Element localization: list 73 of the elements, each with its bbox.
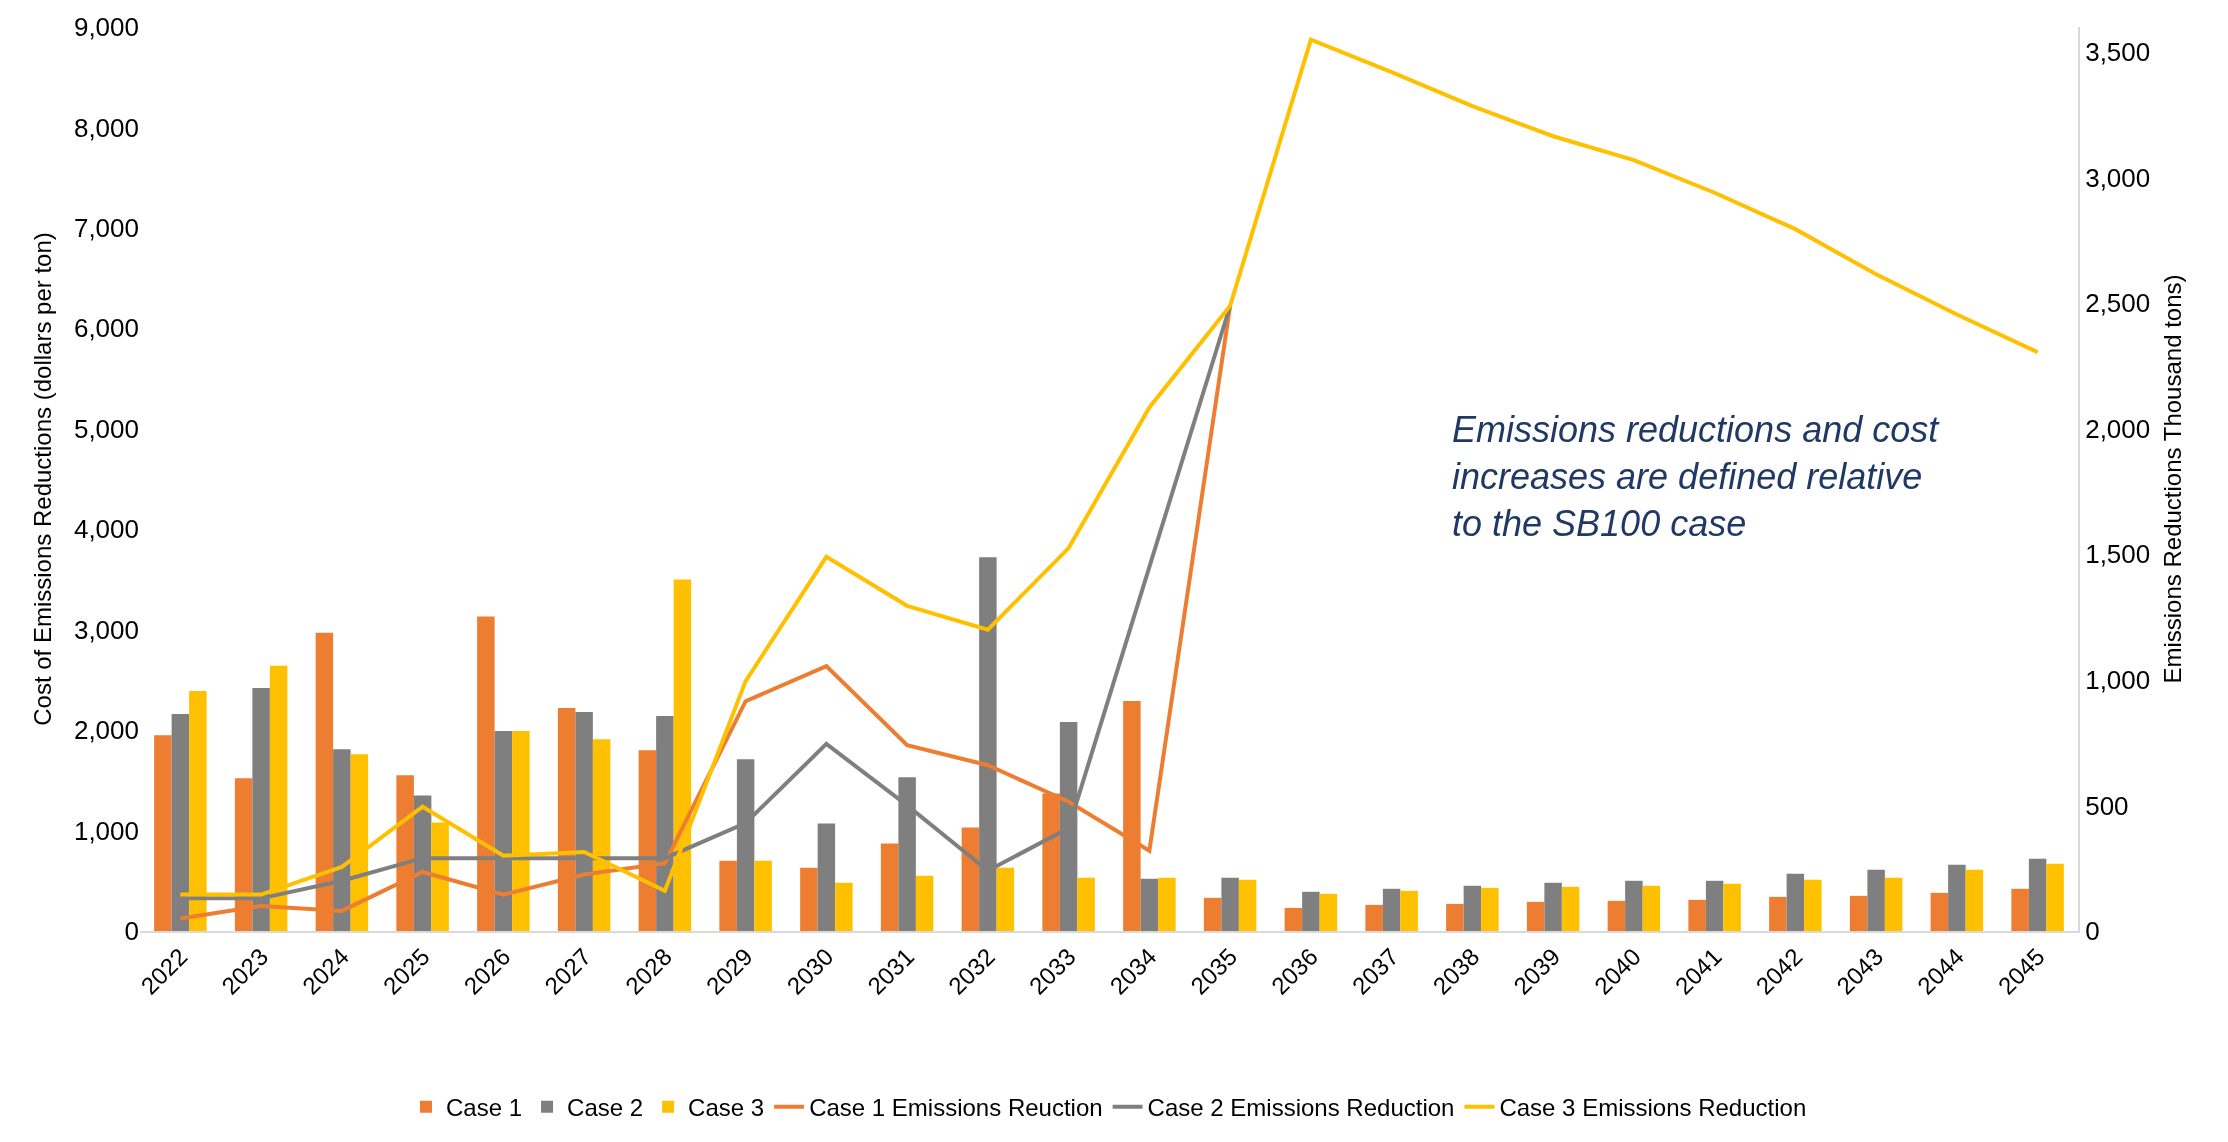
bar (1365, 904, 1383, 931)
bar (2028, 858, 2047, 931)
y2-tick-label: 2,500 (2085, 288, 2151, 319)
legend-label: Case 1 Emissions Reuction (809, 1094, 1103, 1122)
bar (800, 867, 818, 931)
bar (1400, 890, 1418, 931)
y2-tick-label: 0 (2085, 916, 2100, 947)
bar (1140, 878, 1159, 931)
bar (1077, 877, 1095, 931)
bar (1463, 885, 1482, 931)
y-tick-label: 9,000 (73, 12, 139, 43)
bar (1849, 895, 1868, 931)
legend-label: Case 3 Emissions Reduction (1499, 1094, 1807, 1122)
bar (1221, 877, 1239, 931)
bar (1526, 901, 1545, 931)
bar (1723, 883, 1741, 931)
y-tick-label: 2,000 (73, 715, 139, 746)
y-tick-label: 0 (124, 916, 139, 947)
bar (961, 827, 980, 931)
y-tick-label: 8,000 (73, 112, 139, 143)
bar (1561, 886, 1580, 931)
bar (1319, 893, 1338, 931)
bar (1302, 891, 1320, 931)
bar (1867, 869, 1885, 931)
bar (1238, 879, 1257, 931)
legend-label: Case 1 (446, 1094, 523, 1122)
bar (154, 735, 172, 931)
bar (915, 875, 934, 931)
bar (1481, 887, 1499, 931)
bar (996, 867, 1015, 931)
bar (880, 843, 899, 931)
y-tick-label: 7,000 (73, 212, 139, 243)
y2-tick-label: 2,000 (2085, 413, 2151, 444)
bar (2011, 888, 2029, 931)
bar (754, 860, 772, 931)
y-axis-title: Cost of Emissions Reductions (dollars per ton) (29, 232, 57, 726)
legend-label: Case 3 (688, 1094, 765, 1122)
bar (2046, 863, 2064, 931)
y-tick-label: 3,000 (73, 614, 139, 645)
bar (1884, 877, 1903, 931)
bar (1948, 864, 1966, 931)
bar (835, 882, 853, 931)
bar (719, 860, 737, 931)
bar (1705, 880, 1724, 931)
y2-tick-label: 1,500 (2085, 539, 2151, 570)
y2-tick-label: 1,000 (2085, 664, 2151, 695)
y-tick-label: 1,000 (73, 815, 139, 846)
bar (1382, 888, 1401, 931)
bar (1769, 896, 1787, 931)
y2-tick-label: 500 (2085, 790, 2129, 821)
bar (1625, 880, 1643, 931)
bar (1544, 882, 1562, 931)
bar (1965, 869, 1984, 931)
bar (1607, 900, 1626, 931)
bar (1284, 907, 1303, 931)
bar (1642, 885, 1661, 931)
y2-axis-title: Emissions Reductions Thousand tons) (2159, 274, 2187, 684)
bar (817, 823, 836, 931)
bar (1203, 897, 1222, 931)
legend-label: Case 2 (567, 1094, 644, 1122)
bar (1930, 892, 1949, 931)
y-tick-label: 5,000 (73, 413, 139, 444)
y-tick-label: 6,000 (73, 313, 139, 344)
legend-label: Case 2 Emissions Reduction (1147, 1094, 1455, 1122)
bar (1446, 903, 1464, 931)
bar (1786, 873, 1805, 931)
y2-tick-label: 3,500 (2085, 37, 2151, 68)
bar (1688, 899, 1706, 931)
annotation: Emissions reductions and cost increases are defined relative to the SB100 case (1452, 409, 1941, 544)
y-tick-label: 4,000 (73, 514, 139, 545)
y2-tick-label: 3,000 (2085, 162, 2151, 193)
bar (1804, 879, 1822, 931)
bar (1158, 877, 1176, 931)
